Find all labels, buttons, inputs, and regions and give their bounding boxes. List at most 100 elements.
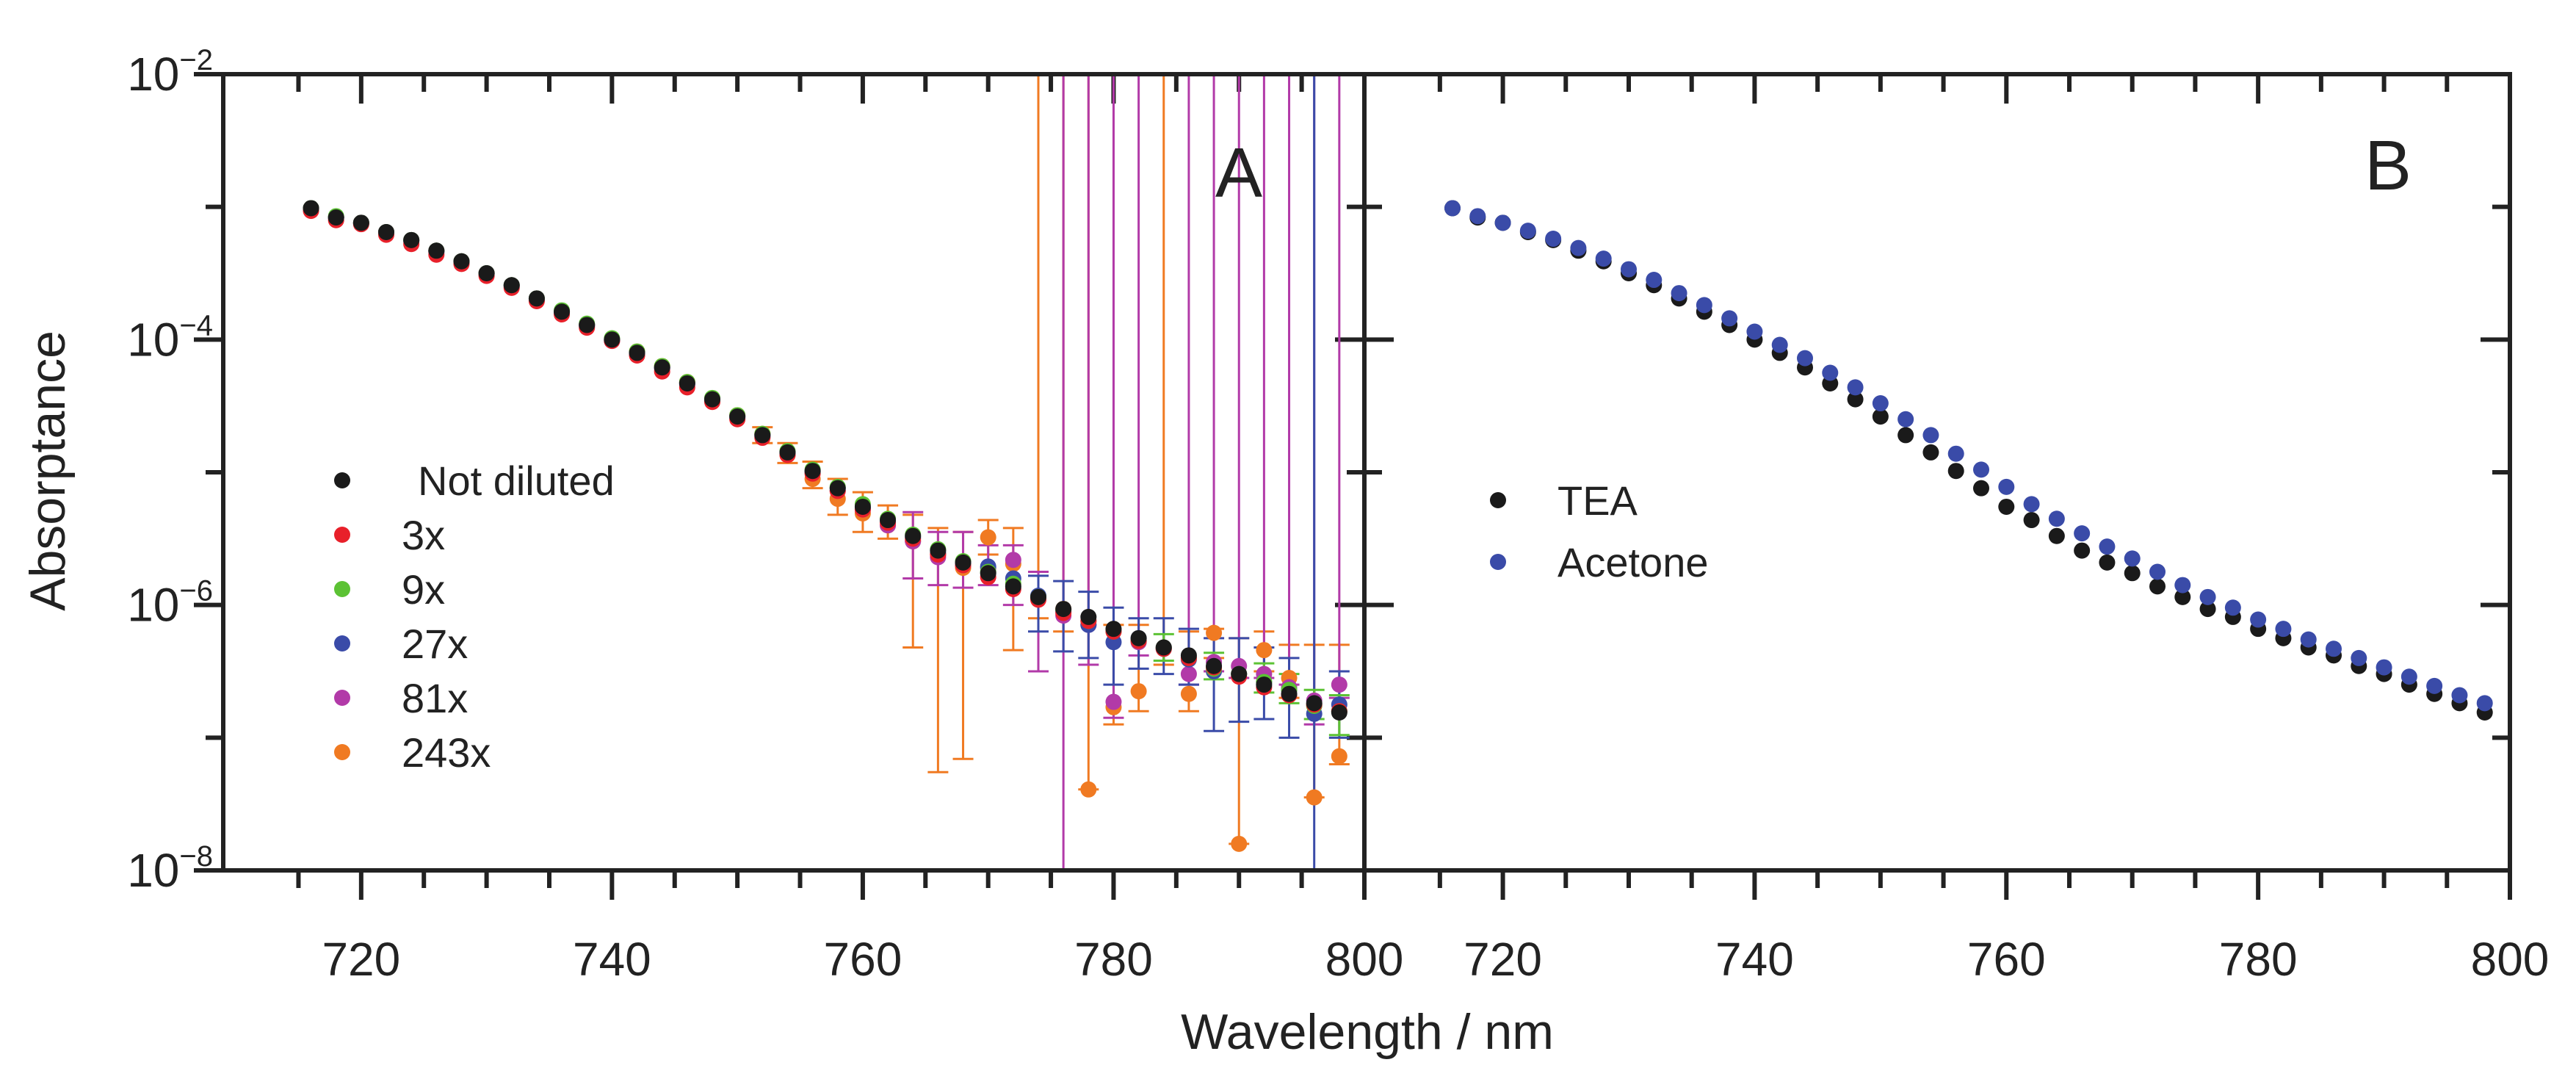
data-point-243x	[1206, 624, 1223, 641]
data-point-acetone	[2124, 550, 2141, 567]
legend-label: 243x	[402, 729, 491, 776]
data-point-not-diluted	[955, 554, 972, 571]
data-point-not-diluted	[829, 480, 846, 497]
data-point-243x	[1256, 642, 1273, 659]
data-point-acetone	[1897, 411, 1914, 427]
data-point-not-diluted	[1256, 676, 1273, 693]
data-point-acetone	[1721, 310, 1738, 327]
x-tick-label: 780	[2219, 933, 2298, 986]
data-point-acetone	[2074, 525, 2091, 542]
data-point-81x	[1331, 676, 1347, 693]
data-point-not-diluted	[1030, 588, 1046, 605]
x-tick-label: 760	[824, 933, 902, 986]
data-point-not-diluted	[880, 512, 897, 529]
y-axis-title: Absorptance	[20, 331, 76, 611]
data-point-not-diluted	[754, 427, 771, 444]
x-tick-label: 760	[1967, 933, 2046, 986]
data-point-not-diluted	[1055, 601, 1072, 618]
legend-marker	[334, 581, 350, 597]
data-point-tea	[1847, 391, 1864, 408]
data-point-not-diluted	[403, 231, 420, 248]
data-point-not-diluted	[478, 265, 495, 281]
data-point-not-diluted	[1331, 704, 1347, 721]
data-point-not-diluted	[1206, 657, 1223, 674]
data-point-acetone	[1646, 272, 1663, 289]
data-point-not-diluted	[328, 209, 344, 226]
data-point-243x	[1080, 781, 1097, 798]
data-point-acetone	[1872, 395, 1889, 412]
data-point-243x	[1306, 789, 1323, 806]
data-point-not-diluted	[1155, 639, 1172, 656]
legend-marker	[334, 527, 350, 543]
legend-label: Not diluted	[418, 458, 615, 504]
legend-label: 9x	[402, 566, 445, 613]
y-tick-exponent: −4	[179, 309, 213, 342]
data-point-acetone	[2376, 659, 2392, 676]
data-layer	[303, 74, 1350, 870]
y-tick-base: 10	[127, 48, 179, 101]
data-layer	[1444, 200, 2493, 721]
data-point-tea	[2074, 542, 2091, 559]
data-point-not-diluted	[629, 344, 645, 361]
data-point-tea	[2174, 588, 2191, 605]
data-point-81x	[1005, 552, 1021, 569]
data-point-tea	[1897, 427, 1914, 444]
panel-label: B	[2365, 126, 2412, 205]
data-point-tea	[1998, 498, 2015, 515]
data-point-not-diluted	[804, 463, 821, 480]
data-point-acetone	[2149, 563, 2166, 580]
data-point-not-diluted	[1281, 685, 1298, 702]
legend-marker	[334, 635, 350, 652]
legend-marker	[1490, 554, 1506, 570]
data-point-not-diluted	[1130, 629, 1147, 646]
legend-marker	[334, 472, 350, 488]
data-point-acetone	[1973, 461, 1989, 478]
data-point-acetone	[2048, 510, 2065, 527]
data-point-not-diluted	[453, 253, 470, 270]
data-point-not-diluted	[779, 444, 796, 461]
data-point-not-diluted	[503, 277, 520, 294]
panel-label: A	[1215, 134, 1262, 212]
data-point-not-diluted	[579, 317, 596, 333]
data-point-acetone	[1847, 379, 1864, 396]
y-tick-label: 10−8	[127, 840, 213, 897]
data-point-not-diluted	[1180, 647, 1197, 664]
y-tick-exponent: −6	[179, 575, 213, 607]
data-point-acetone	[2199, 588, 2216, 605]
data-point-not-diluted	[303, 200, 319, 217]
data-point-243x	[1231, 835, 1248, 852]
data-point-tea	[2099, 554, 2116, 571]
data-point-tea	[1947, 463, 1964, 480]
legend-marker	[1490, 492, 1506, 508]
x-tick-label: 740	[1715, 933, 1794, 986]
legend-label: 3x	[402, 512, 445, 558]
data-point-tea	[2023, 512, 2040, 529]
data-point-acetone	[2174, 577, 2191, 593]
data-point-acetone	[2023, 496, 2040, 513]
data-point-not-diluted	[729, 408, 746, 425]
data-point-acetone	[1998, 478, 2015, 495]
data-point-acetone	[1621, 261, 1637, 278]
y-tick-label: 10−2	[127, 44, 213, 101]
x-tick-label: 720	[1464, 933, 1542, 986]
data-point-acetone	[2426, 677, 2443, 694]
data-point-tea	[2149, 578, 2166, 595]
data-point-acetone	[1771, 336, 1788, 353]
y-tick-label: 10−4	[127, 309, 213, 366]
data-point-acetone	[2224, 599, 2241, 616]
x-tick-label: 720	[322, 933, 400, 986]
data-point-not-diluted	[1080, 608, 1097, 625]
x-tick-label: 780	[1074, 933, 1153, 986]
data-point-acetone	[1570, 239, 1587, 256]
x-axis-title: Wavelength / nm	[1181, 1004, 1554, 1060]
data-point-not-diluted	[528, 290, 545, 307]
data-point-acetone	[1696, 297, 1712, 314]
data-point-acetone	[1922, 427, 1939, 444]
data-point-not-diluted	[980, 565, 996, 582]
x-tick-label: 740	[573, 933, 651, 986]
data-point-acetone	[2451, 687, 2468, 704]
data-point-not-diluted	[1105, 621, 1122, 638]
data-point-81x	[1105, 693, 1122, 710]
legend-label: TEA	[1557, 477, 1638, 524]
